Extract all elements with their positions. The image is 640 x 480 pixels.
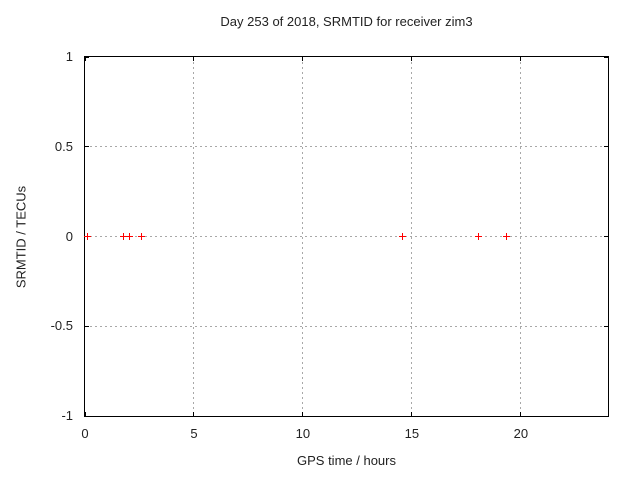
marker-vbar [401,233,403,240]
data-point-marker [138,233,146,240]
y-axis-tick [604,415,608,417]
marker-vbar [477,233,479,240]
plot-area [83,56,609,417]
x-axis-tick [302,57,304,61]
x-tick-label: 15 [404,426,420,441]
y-tick-label: -0.5 [50,318,73,334]
y-axis-tick [85,415,89,417]
h-gridline [85,236,608,237]
marker-vbar [141,233,143,240]
y-axis-tick [85,56,89,58]
x-tick-label: 5 [190,426,198,441]
x-axis-tick [84,57,86,61]
data-point-marker [474,233,482,240]
x-axis-tick [411,57,413,61]
data-point-marker [119,233,127,240]
data-point-marker [503,233,511,240]
x-axis-tick [84,412,86,416]
x-axis-tick [193,412,195,416]
x-axis-tick [520,57,522,61]
x-axis-tick [520,412,522,416]
marker-vbar [86,233,88,240]
x-axis-tick [411,412,413,416]
v-gridline [193,57,195,416]
y-axis-tick [85,325,89,327]
y-axis-tick [604,56,608,58]
x-axis-label: GPS time / hours [297,453,396,468]
v-gridline [302,57,304,416]
x-tick-label: 20 [513,426,529,441]
x-axis-tick [193,57,195,61]
y-axis-tick [604,146,608,148]
h-gridline [85,325,608,327]
y-axis-tick [604,325,608,327]
marker-vbar [129,233,131,240]
marker-vbar [506,233,508,240]
x-tick-label: 10 [295,426,311,441]
y-tick-label: 0 [65,228,73,244]
x-tick-label: 0 [81,426,89,441]
v-gridline [411,57,413,416]
y-axis-tick [85,146,89,148]
y-tick-label: -1 [61,408,73,423]
marker-vbar [122,233,124,240]
data-point-marker [83,233,91,240]
chart-title: Day 253 of 2018, SRMTID for receiver zim… [220,14,473,29]
h-gridline [85,146,608,148]
v-gridline [520,57,522,416]
data-point-marker [398,233,406,240]
data-point-marker [126,233,134,240]
y-tick-label: 0.5 [54,138,73,154]
x-axis-tick [302,412,304,416]
y-axis-tick [604,236,608,237]
y-tick-label: 1 [65,49,73,64]
